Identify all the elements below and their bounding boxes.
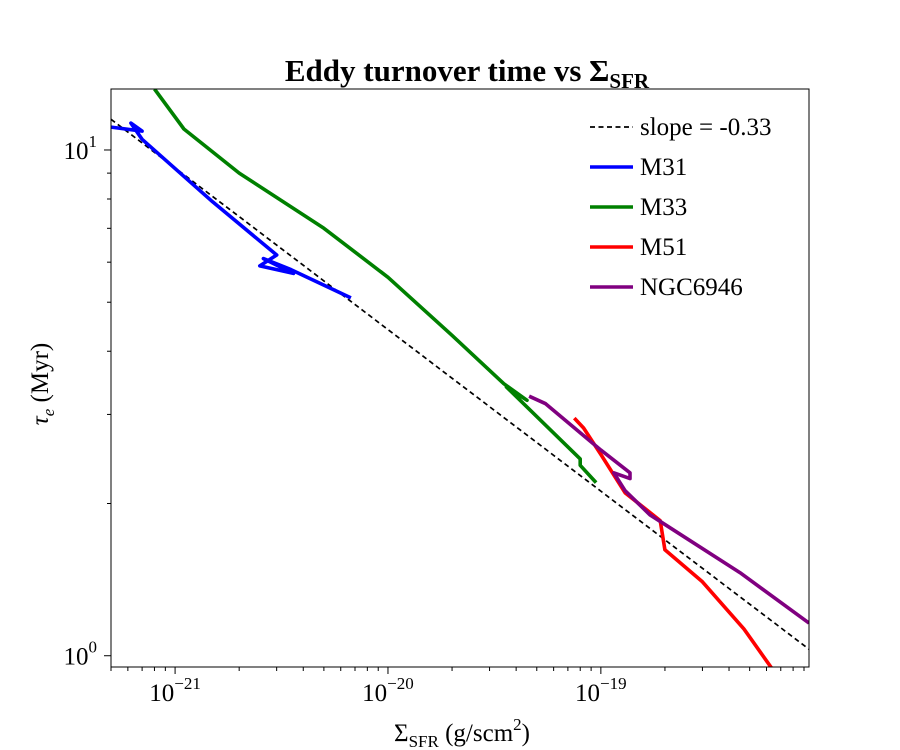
legend: slope = -0.33 M31 M33 M51 NGC6946 xyxy=(590,114,771,301)
series-line-m31 xyxy=(111,121,352,300)
legend-box xyxy=(580,105,796,305)
x-axis-label-unit-sup: 2 xyxy=(513,715,522,734)
y-tick-label: 101 xyxy=(64,132,98,165)
series-line-m33 xyxy=(153,89,598,484)
legend-item-m31: M31 xyxy=(590,154,687,181)
x-tick-label: 10−21 xyxy=(149,674,201,707)
legend-label: slope = -0.33 xyxy=(640,114,771,141)
x-axis-label-symbol: Σ xyxy=(394,720,409,747)
legend-item-m33: M33 xyxy=(590,194,687,221)
y-axis-label: τe (Myr) xyxy=(27,343,58,425)
legend-label: M51 xyxy=(640,234,687,261)
y-axis: 100 101 xyxy=(64,132,111,671)
y-axis-label-subscript: e xyxy=(39,408,58,416)
legend-item-ngc6946: NGC6946 xyxy=(590,274,743,301)
x-axis-label-unit-close: ) xyxy=(522,720,530,747)
chart-title-text: Eddy turnover time vs xyxy=(285,53,582,88)
legend-item-slope-0-33: slope = -0.33 xyxy=(590,114,771,141)
x-axis-label: ΣSFR (g/scm2) xyxy=(394,715,530,750)
x-axis-label-subscript: SFR xyxy=(409,732,440,750)
chart-title: Eddy turnover time vs ΣSFR xyxy=(285,53,650,93)
x-tick-label: 10−20 xyxy=(362,674,414,707)
x-axis-label-unit: (g/scm xyxy=(445,720,514,747)
legend-label: M33 xyxy=(640,194,687,221)
plot-frame xyxy=(110,88,810,668)
legend-label: M31 xyxy=(640,154,687,181)
x-axis: 10−21 10−20 10−19 xyxy=(110,667,805,707)
series-line-slope-0-33 xyxy=(111,118,809,650)
legend-label: NGC6946 xyxy=(640,274,743,301)
y-axis-label-text: (Myr) xyxy=(27,343,54,403)
series-layer xyxy=(111,89,809,667)
legend-item-m51: M51 xyxy=(590,234,687,261)
series-line-ngc6946 xyxy=(528,394,809,625)
y-axis-label-symbol: τ xyxy=(27,415,54,425)
x-tick-label: 10−19 xyxy=(575,674,627,707)
chart-title-symbol: Σ xyxy=(589,53,609,88)
y-tick-label: 100 xyxy=(64,638,98,671)
